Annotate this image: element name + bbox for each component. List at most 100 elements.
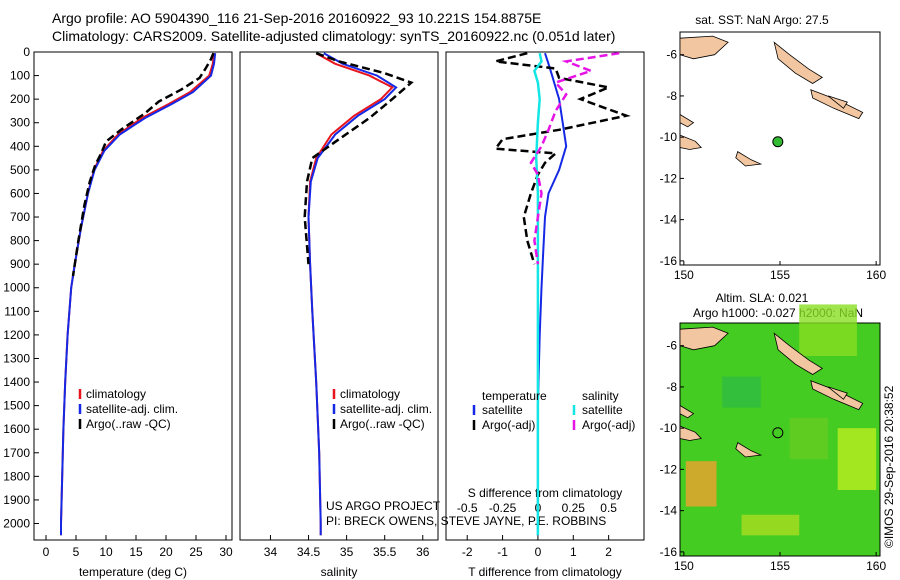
map-top-title: sat. SST: NaN Argo: 27.5	[695, 13, 829, 27]
y-tick-label: 2000	[3, 516, 30, 530]
land-mass	[735, 150, 763, 167]
map-y-tick-label: -16	[660, 545, 678, 559]
legend-label: satellite	[482, 403, 523, 417]
map-y-tick-label: -10	[660, 130, 678, 144]
y-tick-label: 1800	[3, 469, 30, 483]
panel-frame	[445, 51, 645, 541]
land-mass	[773, 332, 824, 375]
series-line	[60, 53, 217, 536]
land-mass	[679, 425, 702, 441]
x-axis-label: T difference from climatology	[468, 565, 622, 579]
y-tick-label: 1200	[3, 328, 30, 342]
x-tick-label: 0	[535, 545, 542, 559]
profile-location-dot	[772, 427, 784, 439]
y-tick-label: 300	[10, 116, 30, 130]
x-tick-label: 35.5	[373, 545, 397, 559]
legend-header: temperature	[482, 389, 547, 403]
land-mass	[827, 386, 848, 400]
climatology-title: Climatology: CARS2009. Satellite-adjuste…	[52, 28, 616, 44]
series-line	[303, 52, 414, 265]
map-x-tick-label: 150	[674, 559, 694, 573]
map-y-tick-label: -8	[666, 380, 677, 394]
y-tick-label: 700	[10, 210, 30, 224]
profile-location-dot	[772, 136, 784, 148]
series-line	[307, 52, 394, 536]
series-line	[307, 52, 398, 536]
land-mass	[735, 441, 763, 458]
map-y-tick-label: -12	[660, 171, 678, 185]
x-tick-label: -2	[462, 545, 473, 559]
y-tick-label: 900	[10, 257, 30, 271]
series-line	[493, 51, 631, 265]
top-tick-label: -0.5	[457, 501, 478, 515]
sla-patch	[789, 417, 829, 460]
x-axis-label: salinity	[321, 565, 358, 579]
legend-label: satellite-adj. clim.	[86, 402, 178, 416]
sla-patch	[799, 304, 857, 356]
x-tick-label: 34.5	[297, 545, 321, 559]
y-tick-label: 500	[10, 163, 30, 177]
x-tick-label: 36	[416, 545, 430, 559]
y-tick-label: 1700	[3, 446, 30, 460]
map-x-tick-label: 155	[770, 559, 790, 573]
sla-patch	[837, 428, 877, 491]
map-x-tick-label: 150	[674, 268, 694, 282]
series-line	[529, 51, 620, 265]
map-y-tick-label: -6	[666, 48, 677, 62]
x-tick-label: 25	[189, 545, 203, 559]
series-line	[533, 52, 543, 536]
x-tick-label: 30	[219, 545, 233, 559]
top-axis-label: S difference from climatology	[468, 486, 623, 500]
y-tick-label: 1100	[4, 304, 30, 318]
legend-label: climatology	[340, 387, 400, 401]
land-mass	[679, 113, 695, 128]
y-tick-label: 600	[10, 186, 30, 200]
x-tick-label: 20	[159, 545, 173, 559]
legend-label: Argo(-adj)	[482, 418, 535, 432]
x-tick-label: 2	[605, 545, 612, 559]
map-x-tick-label: 155	[770, 268, 790, 282]
legend-label: satellite-adj. clim.	[340, 402, 432, 416]
legend-header: salinity	[582, 389, 619, 403]
y-tick-label: 400	[10, 139, 30, 153]
map-y-tick-label: -8	[666, 89, 677, 103]
y-tick-label: 200	[10, 92, 30, 106]
x-tick-label: 15	[129, 545, 143, 559]
land-mass	[827, 95, 848, 109]
legend-label: climatology	[86, 387, 146, 401]
x-tick-label: 35	[340, 545, 354, 559]
series-line	[71, 52, 215, 277]
x-tick-label: 0	[43, 545, 50, 559]
x-tick-label: -1	[497, 545, 508, 559]
series-line	[60, 53, 215, 536]
legend-label: Argo(-adj)	[582, 418, 635, 432]
map-y-tick-label: -6	[666, 339, 677, 353]
map-y-tick-label: -14	[660, 213, 678, 227]
panel-frame	[33, 51, 233, 541]
y-tick-label: 1600	[3, 422, 30, 436]
map-y-tick-label: -12	[660, 462, 678, 476]
annotation-project: US ARGO PROJECT	[326, 499, 441, 513]
y-tick-label: 800	[10, 234, 30, 248]
map-y-tick-label: -16	[660, 254, 678, 268]
y-tick-label: 0	[23, 45, 30, 59]
x-tick-label: 10	[99, 545, 113, 559]
legend-label: Argo(..raw -QC)	[340, 417, 425, 431]
sla-patch	[741, 514, 800, 536]
map-sst-frame	[679, 31, 881, 266]
annotation-pi: PI: BRECK OWENS, STEVE JAYNE, P.E. ROBBI…	[326, 514, 606, 528]
land-mass	[679, 134, 702, 150]
profile-title: Argo profile: AO 5904390_116 21-Sep-2016…	[52, 10, 542, 26]
series-line	[536, 52, 568, 536]
y-tick-label: 1400	[3, 375, 30, 389]
map-x-tick-label: 160	[866, 268, 886, 282]
sla-patch	[722, 376, 761, 408]
map-y-tick-label: -14	[660, 504, 678, 518]
x-tick-label: 5	[73, 545, 80, 559]
x-axis-label: temperature (deg C)	[79, 565, 187, 579]
map-y-tick-label: -10	[660, 421, 678, 435]
x-tick-label: 34	[264, 545, 278, 559]
map-x-tick-label: 160	[866, 559, 886, 573]
y-tick-label: 1000	[3, 281, 30, 295]
